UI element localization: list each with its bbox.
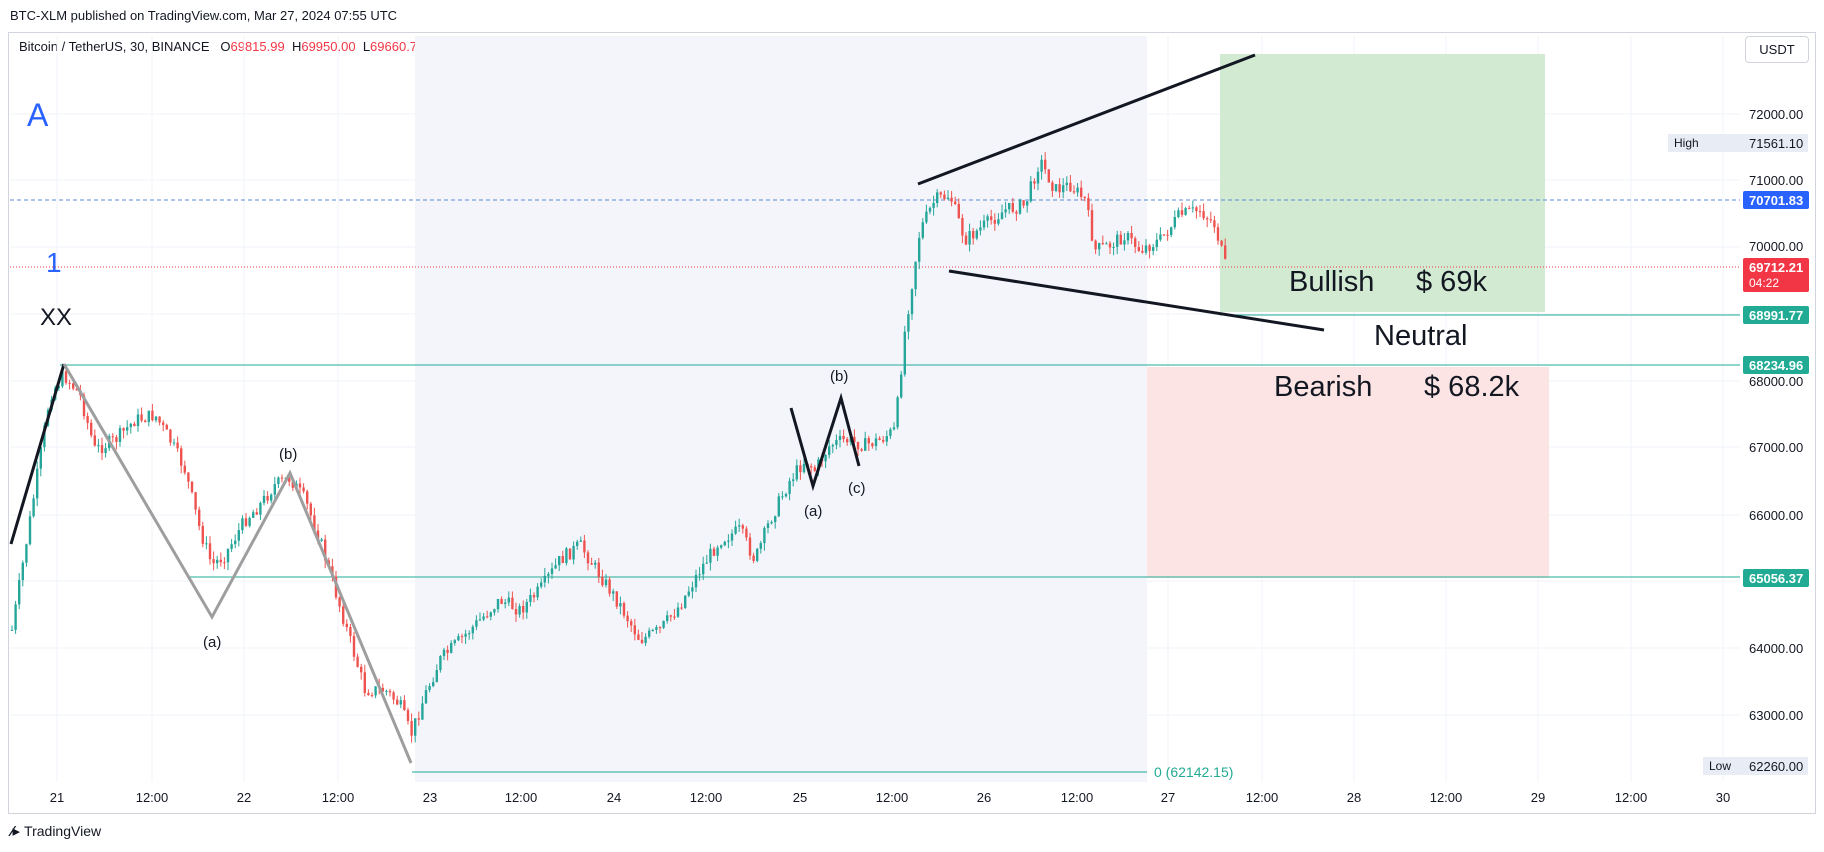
currency-button[interactable]: USDT — [1745, 36, 1809, 63]
open-value: 69815.99 — [230, 39, 285, 54]
low-value: 69660.75 — [370, 39, 425, 54]
high-value: 69950.00 — [301, 39, 356, 54]
change-value: −103.78 (−0.15%) — [502, 39, 607, 54]
footer-brand-label: TradingView — [24, 823, 102, 839]
publish-info: BTC-XLM published on TradingView.com, Ma… — [10, 8, 398, 23]
tradingview-logo-icon: ⁄▸ — [11, 823, 20, 840]
symbol-legend[interactable]: Bitcoin / TetherUS, 30, BINANCE O69815.9… — [19, 39, 606, 54]
chart-frame — [8, 32, 1816, 814]
footer-brand[interactable]: ⁄▸ TradingView — [11, 822, 101, 840]
close-value: 69712.21 — [440, 39, 496, 54]
low-label: L — [362, 39, 371, 54]
symbol-name[interactable]: Bitcoin / TetherUS, 30, BINANCE — [19, 39, 210, 54]
high-label: H — [291, 39, 302, 54]
close-label: C — [431, 39, 441, 54]
open-label: O — [220, 39, 231, 54]
